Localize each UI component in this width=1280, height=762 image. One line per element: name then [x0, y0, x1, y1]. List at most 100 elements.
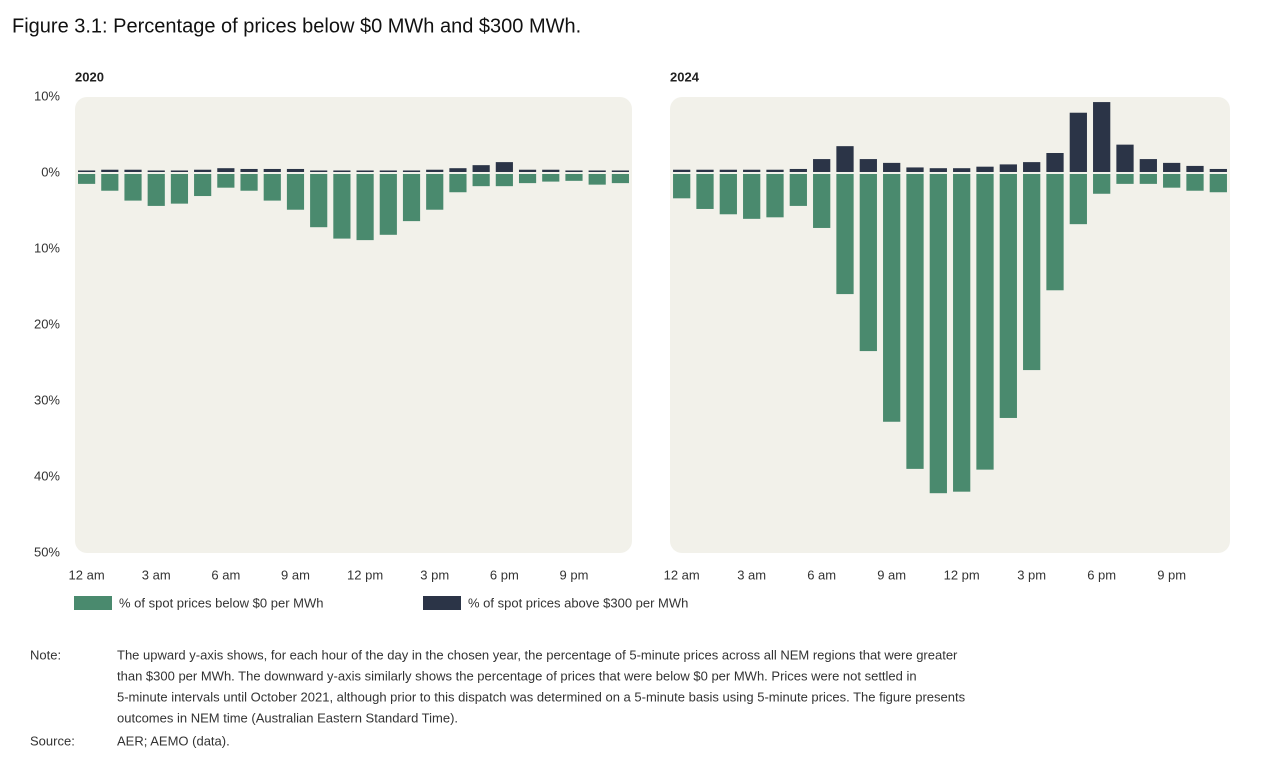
- x-tick-label: 6 am: [807, 567, 836, 582]
- x-tick-label: 12 pm: [347, 567, 383, 582]
- bar: [766, 174, 784, 218]
- bar: [1186, 174, 1204, 191]
- x-tick-label: 12 am: [69, 567, 105, 582]
- bar: [1209, 174, 1227, 193]
- bar: [859, 174, 877, 352]
- bar: [696, 174, 714, 209]
- bar: [356, 170, 374, 172]
- bar: [611, 170, 629, 172]
- bar: [859, 159, 877, 172]
- bar: [1163, 162, 1181, 172]
- bar: [124, 174, 142, 201]
- source-label: Source:: [30, 733, 75, 748]
- bar: [976, 166, 994, 172]
- bar: [333, 174, 351, 239]
- bar: [1023, 162, 1041, 172]
- source-text: AER; AEMO (data).: [117, 733, 230, 748]
- bar: [743, 174, 761, 219]
- x-tick-label: 12 pm: [944, 567, 980, 582]
- bar: [588, 170, 606, 172]
- x-tick-label: 9 pm: [1157, 567, 1186, 582]
- bar: [673, 169, 691, 172]
- bar: [953, 168, 971, 172]
- bar: [426, 174, 444, 210]
- bar: [906, 174, 924, 469]
- bar: [426, 169, 444, 172]
- bar: [1069, 112, 1087, 172]
- bar: [1139, 174, 1157, 184]
- note-line: than $300 per MWh. The downward y-axis s…: [117, 668, 917, 683]
- bar: [356, 174, 374, 241]
- bar: [147, 170, 165, 172]
- bar: [310, 170, 328, 172]
- bar: [542, 169, 560, 172]
- bar: [1209, 168, 1227, 172]
- x-tick-label: 3 pm: [1017, 567, 1046, 582]
- x-tick-label: 9 am: [877, 567, 906, 582]
- x-tick-label: 3 pm: [420, 567, 449, 582]
- bar: [263, 168, 281, 172]
- note-line: 5-minute intervals until October 2021, a…: [117, 689, 966, 704]
- bar: [170, 170, 189, 172]
- bar: [217, 168, 235, 172]
- bar: [929, 168, 947, 172]
- bar: [518, 169, 537, 172]
- y-tick-label: 30%: [34, 392, 60, 407]
- x-tick-label: 9 am: [281, 567, 310, 582]
- y-tick-label: 20%: [34, 316, 60, 331]
- bar: [286, 174, 305, 210]
- bar: [147, 174, 165, 206]
- y-tick-label: 50%: [34, 544, 60, 559]
- bar: [402, 174, 421, 222]
- bar: [883, 174, 901, 422]
- bar: [333, 170, 351, 172]
- bar: [565, 174, 583, 181]
- bar: [472, 174, 490, 187]
- y-tick-label: 10%: [34, 240, 60, 255]
- bar: [1046, 153, 1064, 172]
- y-tick-label: 10%: [34, 88, 60, 103]
- bar: [495, 174, 513, 187]
- bar: [170, 174, 189, 204]
- legend-label: % of spot prices below $0 per MWh: [119, 595, 323, 610]
- bar: [78, 170, 96, 172]
- legend-swatch: [74, 596, 112, 610]
- bar: [194, 174, 212, 197]
- bar: [836, 146, 854, 172]
- y-tick-label: 40%: [34, 468, 60, 483]
- bar: [813, 174, 831, 228]
- bar: [813, 159, 831, 172]
- bar: [1093, 174, 1111, 194]
- bar: [906, 167, 924, 172]
- panel-background: [670, 97, 1230, 553]
- bar: [1023, 174, 1041, 371]
- bar: [1093, 102, 1111, 172]
- bar: [101, 174, 119, 191]
- bar: [518, 174, 537, 184]
- bar: [542, 174, 560, 182]
- bar: [1116, 144, 1134, 172]
- bar: [766, 169, 784, 172]
- x-tick-label: 9 pm: [560, 567, 589, 582]
- bar: [611, 174, 629, 184]
- bar: [588, 174, 606, 185]
- bar: [696, 169, 714, 172]
- bar: [1163, 174, 1181, 188]
- panel-title: 2024: [670, 69, 700, 84]
- bar: [719, 169, 737, 172]
- x-tick-label: 3 am: [142, 567, 171, 582]
- bar: [78, 174, 96, 184]
- bar: [789, 168, 807, 172]
- bar: [379, 170, 397, 172]
- bar: [449, 168, 467, 172]
- panel-background: [75, 97, 632, 553]
- bar: [1116, 174, 1134, 184]
- bar: [929, 174, 947, 494]
- figure-title: Figure 3.1: Percentage of prices below $…: [12, 15, 581, 37]
- note-line: outcomes in NEM time (Australian Eastern…: [117, 710, 458, 725]
- legend-swatch: [423, 596, 461, 610]
- legend-label: % of spot prices above $300 per MWh: [468, 595, 688, 610]
- bar: [101, 169, 119, 172]
- note-line: The upward y-axis shows, for each hour o…: [117, 647, 958, 662]
- x-tick-label: 6 pm: [490, 567, 519, 582]
